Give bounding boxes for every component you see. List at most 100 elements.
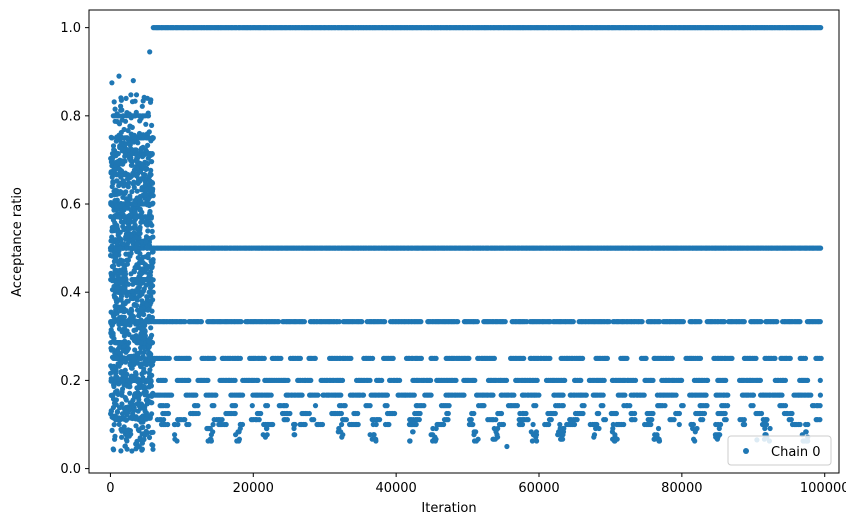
- data-point: [148, 293, 154, 299]
- data-point: [186, 377, 192, 383]
- data-point: [149, 332, 155, 338]
- data-point: [118, 296, 124, 302]
- data-point: [676, 410, 683, 417]
- data-point: [355, 410, 361, 417]
- data-point: [284, 417, 290, 423]
- data-point: [817, 392, 824, 398]
- data-point: [594, 421, 600, 428]
- data-point: [122, 151, 128, 157]
- data-point: [122, 443, 128, 449]
- data-point: [818, 245, 824, 251]
- data-point: [148, 325, 154, 331]
- data-point: [223, 421, 229, 428]
- data-point: [147, 285, 154, 291]
- data-point: [140, 201, 146, 207]
- data-point: [504, 443, 510, 450]
- data-point: [120, 377, 126, 383]
- data-point: [142, 262, 148, 268]
- data-point: [797, 319, 803, 325]
- data-point: [117, 245, 123, 251]
- data-point: [232, 377, 238, 383]
- data-point: [474, 319, 480, 325]
- data-point: [145, 251, 151, 257]
- data-point: [641, 392, 647, 398]
- data-point: [134, 444, 140, 450]
- data-point: [186, 355, 192, 361]
- data-point: [133, 172, 140, 178]
- data-point: [162, 377, 168, 383]
- data-point: [113, 227, 119, 233]
- data-point: [511, 392, 517, 398]
- data-point: [610, 425, 616, 432]
- data-point: [301, 319, 307, 325]
- data-point: [143, 391, 149, 397]
- data-point: [150, 277, 156, 283]
- data-point: [108, 170, 114, 176]
- data-point: [145, 228, 151, 234]
- data-point: [165, 403, 171, 409]
- data-point: [299, 392, 305, 398]
- data-point: [111, 422, 117, 428]
- data-point: [632, 417, 638, 423]
- data-point: [211, 403, 217, 409]
- data-point: [119, 389, 125, 395]
- data-point: [127, 390, 133, 396]
- data-point: [133, 423, 139, 429]
- data-point: [129, 288, 135, 294]
- data-point: [130, 180, 137, 186]
- data-point: [182, 417, 188, 423]
- data-point: [141, 219, 147, 225]
- data-point: [475, 436, 481, 442]
- data-point: [818, 25, 824, 31]
- data-point: [111, 192, 117, 198]
- data-point: [525, 417, 531, 423]
- data-point: [521, 355, 527, 361]
- data-point: [124, 257, 130, 263]
- data-point: [113, 246, 119, 252]
- data-point: [137, 132, 143, 139]
- data-point: [348, 355, 354, 361]
- data-point: [750, 403, 756, 409]
- data-point: [390, 355, 396, 361]
- data-point: [258, 410, 264, 417]
- data-point: [723, 377, 729, 383]
- data-point: [143, 318, 149, 325]
- data-point: [122, 266, 128, 272]
- data-point: [147, 289, 153, 295]
- data-point: [370, 421, 376, 428]
- data-point: [491, 355, 497, 361]
- data-point: [377, 417, 383, 423]
- data-point: [129, 448, 135, 454]
- data-point: [138, 115, 144, 121]
- data-point: [128, 295, 135, 301]
- data-point: [384, 392, 390, 398]
- y-axis-label: Acceptance ratio: [10, 187, 25, 297]
- data-point: [122, 330, 128, 336]
- data-point: [697, 319, 703, 325]
- data-point: [114, 388, 120, 394]
- data-point: [690, 425, 696, 432]
- data-point: [817, 319, 823, 325]
- x-axis-label: Iteration: [421, 501, 476, 516]
- data-point: [149, 222, 155, 228]
- data-point: [315, 392, 321, 398]
- data-points: [107, 25, 824, 454]
- data-point: [802, 355, 809, 361]
- data-point: [268, 392, 274, 398]
- data-point: [662, 403, 668, 409]
- data-point: [472, 377, 478, 383]
- data-point: [161, 417, 167, 423]
- data-point: [413, 421, 419, 428]
- data-point: [122, 190, 128, 196]
- data-point: [120, 178, 126, 184]
- data-point: [338, 392, 344, 398]
- data-point: [148, 400, 154, 406]
- x-tick-label: 60000: [518, 481, 559, 496]
- data-point: [149, 264, 155, 270]
- data-point: [131, 302, 137, 308]
- data-point: [468, 417, 474, 423]
- data-point: [386, 421, 392, 428]
- data-point: [174, 438, 180, 444]
- data-point: [138, 340, 144, 346]
- data-point: [143, 121, 149, 127]
